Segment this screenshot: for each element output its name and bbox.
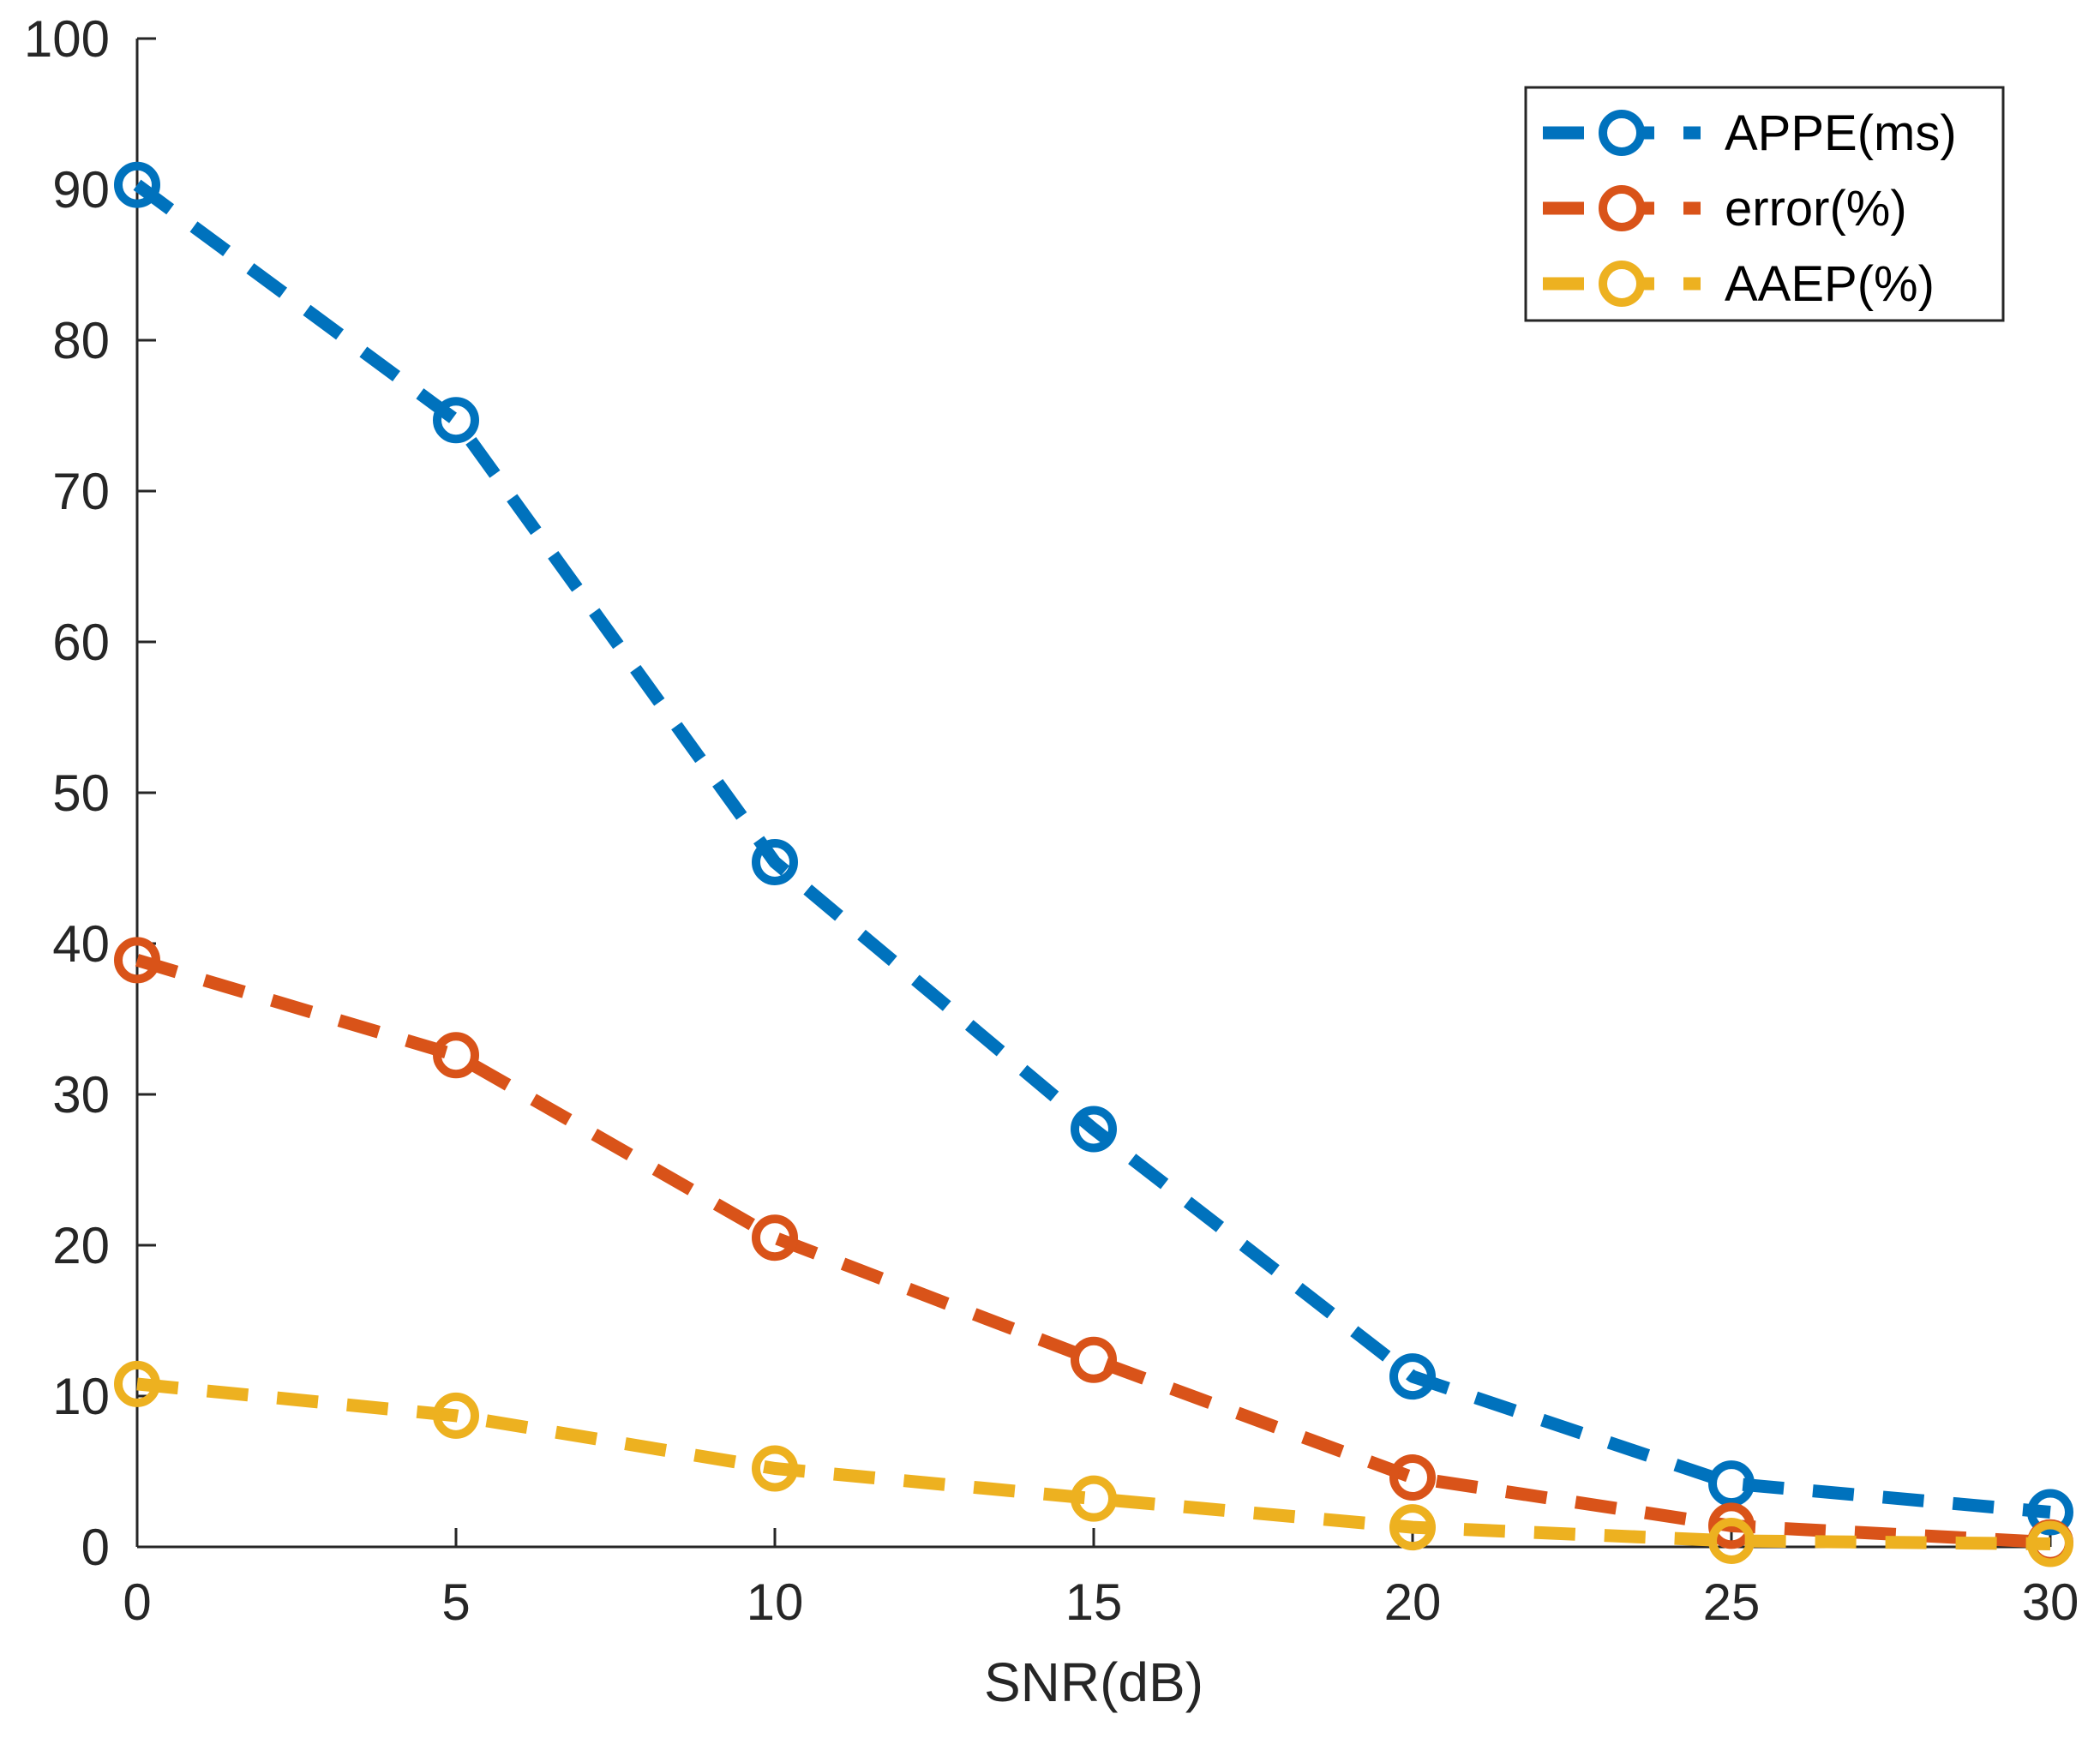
data-point bbox=[1071, 1106, 1117, 1153]
data-point bbox=[433, 1032, 479, 1079]
legend-marker bbox=[1599, 185, 1645, 231]
legend-item: AAEP(%) bbox=[1543, 256, 1935, 312]
legend-label: APPE(ms) bbox=[1725, 105, 1957, 161]
series-group bbox=[114, 161, 2073, 1567]
legend-marker bbox=[1599, 261, 1645, 307]
y-tick-label: 50 bbox=[52, 764, 110, 822]
data-point bbox=[114, 161, 160, 208]
data-point bbox=[114, 937, 160, 984]
legend-label: AAEP(%) bbox=[1725, 256, 1935, 312]
y-tick-label: 60 bbox=[52, 614, 110, 671]
x-tick-label: 5 bbox=[441, 1573, 470, 1631]
y-tick-label: 40 bbox=[52, 915, 110, 973]
y-tick-label: 80 bbox=[52, 312, 110, 369]
series-line bbox=[135, 954, 2051, 1549]
data-point bbox=[1389, 1353, 1436, 1400]
legend: APPE(ms) error(%) AAEP(%) bbox=[1524, 86, 2005, 322]
series-line bbox=[133, 179, 2051, 1519]
data-point bbox=[114, 1360, 160, 1407]
legend-item: APPE(ms) bbox=[1543, 105, 1957, 161]
series-aaep bbox=[114, 1360, 2073, 1567]
x-tick-label: 30 bbox=[2022, 1573, 2079, 1631]
data-point bbox=[433, 1392, 479, 1439]
y-tick-label: 10 bbox=[52, 1368, 110, 1425]
y-tick-label: 70 bbox=[52, 463, 110, 520]
data-point bbox=[1708, 1517, 1755, 1564]
series-line bbox=[136, 1377, 2051, 1550]
data-point bbox=[1708, 1460, 1755, 1507]
data-point bbox=[2027, 1520, 2073, 1567]
y-tick-label: 100 bbox=[24, 10, 110, 68]
x-tick-label: 20 bbox=[1384, 1573, 1442, 1631]
series-appe-ms bbox=[114, 161, 2073, 1536]
x-axis-title: SNR(dB) bbox=[984, 1651, 1203, 1713]
series-error bbox=[114, 937, 2073, 1566]
data-point bbox=[1389, 1504, 1436, 1551]
data-point bbox=[752, 1445, 798, 1492]
x-tick-label: 10 bbox=[747, 1573, 804, 1631]
data-point bbox=[433, 397, 479, 444]
axes: 0 10 20 30 40 50 60 70 80 90 100 0 5 10 15 20 25 30 bbox=[24, 10, 2079, 1631]
data-point bbox=[1389, 1454, 1436, 1501]
data-point bbox=[1071, 1336, 1117, 1383]
legend-marker bbox=[1599, 110, 1645, 156]
y-tick-label: 20 bbox=[52, 1217, 110, 1274]
y-tick-label: 0 bbox=[81, 1519, 110, 1576]
x-tick-label: 25 bbox=[1703, 1573, 1761, 1631]
data-point bbox=[752, 838, 798, 885]
y-tick-label: 30 bbox=[52, 1066, 110, 1124]
data-point bbox=[1071, 1475, 1117, 1522]
data-point bbox=[1708, 1502, 1755, 1549]
legend-item: error(%) bbox=[1543, 181, 1907, 237]
legend-label: error(%) bbox=[1725, 181, 1907, 237]
data-point bbox=[2027, 1489, 2073, 1536]
x-tick-label: 15 bbox=[1065, 1573, 1123, 1631]
y-tick-label: 90 bbox=[52, 161, 110, 219]
data-point bbox=[752, 1214, 798, 1262]
x-tick-label: 0 bbox=[123, 1573, 151, 1631]
